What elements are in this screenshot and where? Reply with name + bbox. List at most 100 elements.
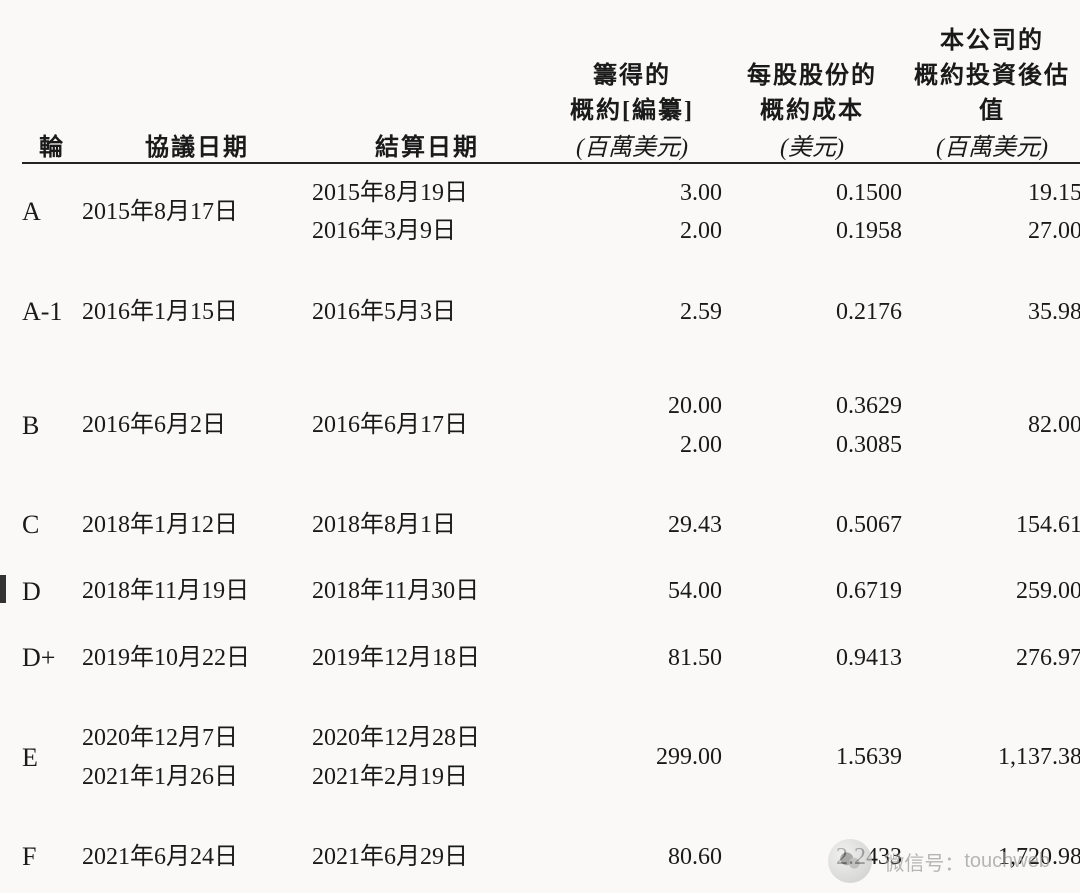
cell-post-valuation-value: 19.15 <box>902 174 1080 212</box>
cell-round: B <box>22 359 82 492</box>
table-row: B 2016年6月2日2016年6月17日20.002.000.36290.308… <box>22 359 1080 492</box>
cell-per-share-value: 0.2176 <box>722 293 902 331</box>
financing-rounds-table: 輪 協議日期 結算日期 籌得的概約[編纂] (百萬美元) 每股股份的概約成本 (… <box>22 20 1080 890</box>
cell-settlement-date: 2016年5月3日 <box>312 265 542 359</box>
cell-round-value: D <box>22 577 41 606</box>
cell-settlement-date-value: 2016年3月9日 <box>312 212 542 250</box>
cell-settlement-date: 2021年6月29日 <box>312 824 542 890</box>
cell-raised-value: 80.60 <box>542 838 722 876</box>
cell-round: E <box>22 691 82 824</box>
cell-agreement-date-value: 2021年1月26日 <box>82 758 312 796</box>
cell-raised-value: 20.00 <box>542 387 722 425</box>
watermark-label: 微信号： <box>884 847 964 876</box>
cell-post-valuation-value: 82.00 <box>902 406 1080 444</box>
cell-round-value: A-1 <box>22 297 62 326</box>
cell-agreement-date: 2020年12月7日2021年1月26日 <box>82 691 312 824</box>
cell-per-share-value: 0.1958 <box>722 212 902 250</box>
watermark-value: touchweb <box>964 850 1050 873</box>
cell-raised: 54.00 <box>542 558 722 624</box>
cell-settlement-date: 2016年6月17日 <box>312 359 542 492</box>
cell-raised: 299.00 <box>542 691 722 824</box>
table-row: D 2018年11月19日2018年11月30日54.000.6719259.00 <box>22 558 1080 624</box>
cell-post-valuation: 35.98 <box>902 265 1080 359</box>
cell-raised-value: 299.00 <box>542 738 722 776</box>
cell-settlement-date: 2019年12月18日 <box>312 625 542 691</box>
cell-post-valuation-value: 259.00 <box>902 572 1080 610</box>
cell-round: D+ <box>22 625 82 691</box>
cell-per-share: 0.15000.1958 <box>722 163 902 265</box>
col-header-per-share: 每股股份的概約成本 (美元) <box>722 20 902 163</box>
cell-round-value: E <box>22 743 38 772</box>
cell-raised: 2.59 <box>542 265 722 359</box>
cell-post-valuation: 1,137.38 <box>902 691 1080 824</box>
cell-agreement-date-value: 2019年10月22日 <box>82 639 312 677</box>
cell-settlement-date-value: 2016年6月17日 <box>312 406 542 444</box>
cell-agreement-date-value: 2021年6月24日 <box>82 838 312 876</box>
col-header-settlement-date: 結算日期 <box>312 20 542 163</box>
col-header-post-valuation: 本公司的概約投資後估值 (百萬美元) <box>902 20 1080 163</box>
cell-agreement-date-value: 2015年8月17日 <box>82 193 312 231</box>
cell-settlement-date: 2018年8月1日 <box>312 492 542 558</box>
table-row: A-1 2016年1月15日2016年5月3日2.590.217635.98 <box>22 265 1080 359</box>
table-header: 輪 協議日期 結算日期 籌得的概約[編纂] (百萬美元) 每股股份的概約成本 (… <box>22 20 1080 163</box>
cell-agreement-date: 2019年10月22日 <box>82 625 312 691</box>
table-body: A2015年8月17日2015年8月19日2016年3月9日3.002.000.… <box>22 163 1080 890</box>
cell-per-share-value: 0.5067 <box>722 506 902 544</box>
cell-agreement-date-value: 2018年11月19日 <box>82 572 312 610</box>
cell-raised: 20.002.00 <box>542 359 722 492</box>
col-header-raised: 籌得的概約[編纂] (百萬美元) <box>542 20 722 163</box>
cell-round: F <box>22 824 82 890</box>
table-row: A2015年8月17日2015年8月19日2016年3月9日3.002.000.… <box>22 163 1080 265</box>
watermark: 微信号： touchweb <box>828 839 1050 883</box>
cell-post-valuation-value: 27.00 <box>902 212 1080 250</box>
cell-agreement-date: 2016年6月2日 <box>82 359 312 492</box>
cell-post-valuation-value: 154.61 <box>902 506 1080 544</box>
cell-agreement-date: 2016年1月15日 <box>82 265 312 359</box>
cell-per-share: 0.5067 <box>722 492 902 558</box>
cell-raised-value: 3.00 <box>542 174 722 212</box>
cell-per-share-value: 0.6719 <box>722 572 902 610</box>
cell-raised-value: 29.43 <box>542 506 722 544</box>
cell-round: A-1 <box>22 265 82 359</box>
cell-per-share-value: 1.5639 <box>722 738 902 776</box>
cell-per-share: 0.2176 <box>722 265 902 359</box>
cell-agreement-date: 2015年8月17日 <box>82 163 312 265</box>
page: 輪 協議日期 結算日期 籌得的概約[編纂] (百萬美元) 每股股份的概約成本 (… <box>0 0 1080 893</box>
cell-settlement-date: 2018年11月30日 <box>312 558 542 624</box>
cell-raised-value: 81.50 <box>542 639 722 677</box>
cell-per-share: 0.36290.3085 <box>722 359 902 492</box>
cell-agreement-date: 2021年6月24日 <box>82 824 312 890</box>
cell-settlement-date-value: 2018年11月30日 <box>312 572 542 610</box>
cell-raised: 29.43 <box>542 492 722 558</box>
cell-post-valuation-value: 276.97 <box>902 639 1080 677</box>
cell-per-share: 0.9413 <box>722 625 902 691</box>
cell-per-share-value: 0.9413 <box>722 639 902 677</box>
cell-settlement-date-value: 2019年12月18日 <box>312 639 542 677</box>
cell-agreement-date: 2018年11月19日 <box>82 558 312 624</box>
cell-per-share-value: 0.1500 <box>722 174 902 212</box>
table-row: C2018年1月12日2018年8月1日29.430.5067154.61 <box>22 492 1080 558</box>
col-header-agreement-date: 協議日期 <box>82 20 312 163</box>
cell-per-share: 0.6719 <box>722 558 902 624</box>
cell-post-valuation-value: 35.98 <box>902 293 1080 331</box>
cell-per-share-value: 0.3085 <box>722 426 902 464</box>
cell-post-valuation-value: 1,137.38 <box>902 738 1080 776</box>
cell-post-valuation: 276.97 <box>902 625 1080 691</box>
col-header-round: 輪 <box>22 20 82 163</box>
cell-round: C <box>22 492 82 558</box>
table-row: E 2020年12月7日2021年1月26日2020年12月28日2021年2月1… <box>22 691 1080 824</box>
cell-post-valuation: 259.00 <box>902 558 1080 624</box>
table-row: D+2019年10月22日2019年12月18日81.500.9413276.9… <box>22 625 1080 691</box>
cell-raised-value: 2.59 <box>542 293 722 331</box>
cell-settlement-date-value: 2020年12月28日 <box>312 719 542 757</box>
cell-round-value: B <box>22 411 39 440</box>
cell-settlement-date-value: 2021年6月29日 <box>312 838 542 876</box>
cell-raised: 81.50 <box>542 625 722 691</box>
cell-settlement-date-value: 2021年2月19日 <box>312 758 542 796</box>
cell-post-valuation: 82.00 <box>902 359 1080 492</box>
cell-per-share: 1.5639 <box>722 691 902 824</box>
cell-settlement-date-value: 2016年5月3日 <box>312 293 542 331</box>
cell-agreement-date-value: 2018年1月12日 <box>82 506 312 544</box>
cell-round: A <box>22 163 82 265</box>
cell-settlement-date-value: 2018年8月1日 <box>312 506 542 544</box>
